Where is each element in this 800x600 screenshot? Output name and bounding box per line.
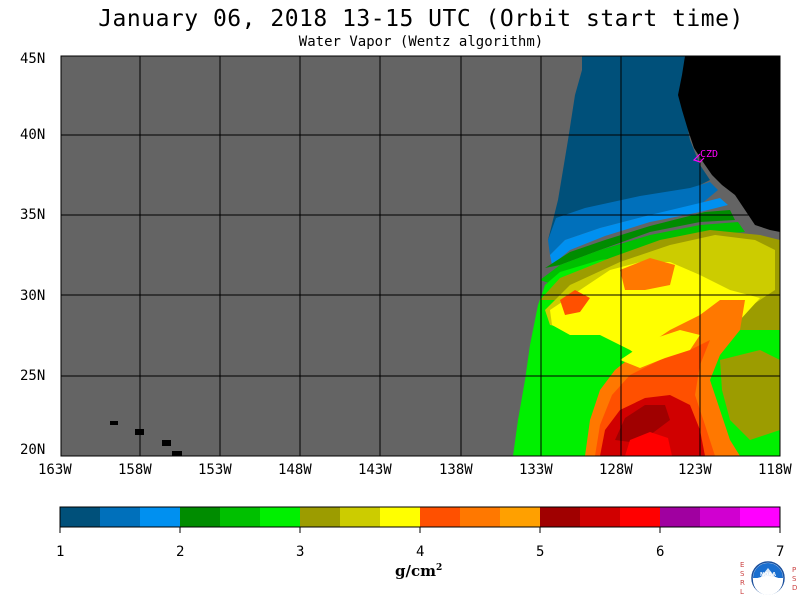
lon-label-128w: 128W bbox=[599, 462, 633, 478]
lat-label-40n: 40N bbox=[20, 127, 46, 143]
logo-letter-s: S bbox=[740, 570, 745, 578]
logo-letter-l: L bbox=[740, 588, 744, 596]
colorbar-swatch bbox=[260, 507, 301, 527]
colorbar bbox=[60, 507, 781, 527]
lat-label-30n: 30N bbox=[20, 288, 46, 304]
station-label: CZD bbox=[700, 149, 718, 160]
vapor-yellow-inner bbox=[620, 330, 700, 368]
colorbar-swatch bbox=[340, 507, 381, 527]
colorbar-swatch bbox=[580, 507, 621, 527]
noaa-logo: E S R L P S D NOAA bbox=[740, 561, 797, 596]
colorbar-unit: g/cm2 bbox=[395, 562, 442, 580]
colorbar-swatch bbox=[660, 507, 701, 527]
logo-letter-s2: S bbox=[792, 575, 797, 583]
vapor-dark-red bbox=[615, 405, 670, 442]
colorbar-swatch bbox=[300, 507, 341, 527]
colorbar-tick-7: 7 bbox=[776, 544, 785, 560]
lat-label-25n: 25N bbox=[20, 368, 46, 384]
lon-label-123w: 123W bbox=[678, 462, 712, 478]
colorbar-tick-2: 2 bbox=[176, 544, 185, 560]
colorbar-swatch bbox=[140, 507, 181, 527]
map-frame bbox=[60, 55, 781, 457]
lon-label-148w: 148W bbox=[278, 462, 312, 478]
vapor-lower-olive bbox=[720, 350, 780, 440]
vapor-blue bbox=[548, 182, 718, 255]
vapor-green-dark bbox=[545, 210, 735, 268]
lon-label-158w: 158W bbox=[118, 462, 152, 478]
colorbar-swatch bbox=[740, 507, 781, 527]
colorbar-swatch bbox=[220, 507, 261, 527]
logo-letter-p: P bbox=[792, 566, 796, 574]
colorbar-swatch bbox=[540, 507, 581, 527]
logo-letter-e: E bbox=[740, 561, 744, 569]
colorbar-tick-4: 4 bbox=[416, 544, 425, 560]
colorbar-unit-text: g/cm bbox=[395, 562, 436, 580]
lon-label-118w: 118W bbox=[758, 462, 792, 478]
colorbar-tick-6: 6 bbox=[656, 544, 665, 560]
colorbar-swatch bbox=[100, 507, 141, 527]
colorbar-swatch bbox=[700, 507, 741, 527]
noaa-seal-text: NOAA bbox=[760, 572, 776, 578]
colorbar-unit-sup: 2 bbox=[435, 563, 443, 573]
colorbar-swatch bbox=[500, 507, 541, 527]
lon-label-143w: 143W bbox=[358, 462, 392, 478]
vapor-orange-swirl bbox=[620, 258, 675, 290]
logo-letter-r: R bbox=[740, 579, 745, 587]
logo-letter-d: D bbox=[792, 584, 797, 592]
lon-label-163w: 163W bbox=[38, 462, 72, 478]
map-title: January 06, 2018 13-15 UTC (Orbit start … bbox=[98, 6, 744, 32]
lon-label-153w: 153W bbox=[198, 462, 232, 478]
colorbar-swatch bbox=[460, 507, 501, 527]
lon-label-133w: 133W bbox=[519, 462, 553, 478]
map-subtitle: Water Vapor (Wentz algorithm) bbox=[298, 34, 544, 50]
colorbar-tick-1: 1 bbox=[56, 544, 65, 560]
lat-label-45n: 45N bbox=[20, 51, 46, 67]
colorbar-tick-3: 3 bbox=[296, 544, 305, 560]
colorbar-swatch bbox=[620, 507, 661, 527]
lat-label-35n: 35N bbox=[20, 207, 46, 223]
colorbar-tick-5: 5 bbox=[536, 544, 545, 560]
lon-label-138w: 138W bbox=[439, 462, 473, 478]
land-north-america bbox=[678, 56, 780, 232]
colorbar-swatch bbox=[380, 507, 421, 527]
vapor-bright-red bbox=[625, 432, 672, 456]
colorbar-swatch bbox=[180, 507, 221, 527]
colorbar-swatch bbox=[420, 507, 461, 527]
lat-label-20n: 20N bbox=[20, 442, 46, 458]
vapor-orange-swirl-2 bbox=[560, 290, 590, 315]
lat-lon-grid bbox=[61, 56, 780, 456]
station-marker-czd: CZD bbox=[692, 149, 718, 163]
colorbar-swatch bbox=[60, 507, 101, 527]
